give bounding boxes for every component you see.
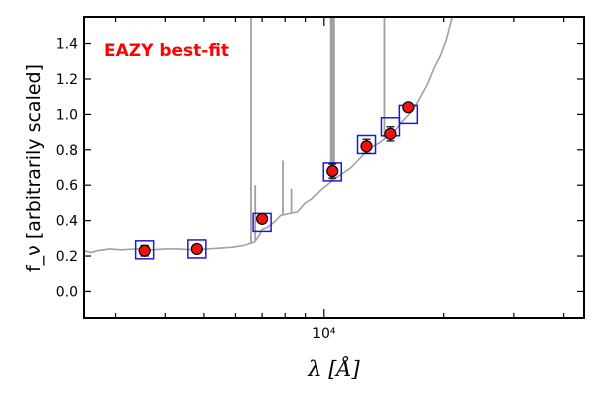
observed-point: [384, 127, 397, 140]
observed-point: [360, 140, 373, 153]
observed-photometry-layer: [138, 101, 415, 257]
model-photometry-layer: [134, 104, 419, 260]
observed-point: [190, 242, 203, 256]
observed-point: [256, 212, 269, 225]
y-tick-label: 0.0: [56, 284, 78, 300]
y-axis-label: f_ν [arbitrarily scaled]: [23, 64, 45, 272]
x-tick-label: 10⁴: [312, 326, 336, 342]
plot-frame: [83, 16, 585, 319]
y-tick-label: 1.0: [56, 107, 78, 123]
model-spectrum-line: [83, 16, 453, 254]
y-tick-label: 0.2: [56, 249, 78, 265]
y-tick-label: 1.2: [56, 72, 78, 88]
y-tick-label: 0.6: [56, 178, 78, 194]
model-photometry-box: [134, 240, 155, 260]
observed-point: [402, 101, 415, 114]
annotation-label: EAZY best-fit: [104, 41, 229, 61]
observed-point: [326, 164, 339, 178]
model-photometry-box: [187, 239, 207, 259]
y-tick-label: 1.4: [56, 37, 78, 53]
y-tick-label: 0.4: [56, 214, 78, 230]
axes-layer: 0.0 0.2 0.4 0.6 0.8 1.0 1.2 1.4 10⁴: [56, 16, 585, 342]
observed-point: [138, 244, 151, 257]
model-layer: [83, 16, 453, 254]
model-photometry-box: [322, 162, 343, 182]
x-axis-label: λ [Å]: [307, 356, 360, 381]
y-tick-label: 0.8: [56, 143, 78, 159]
